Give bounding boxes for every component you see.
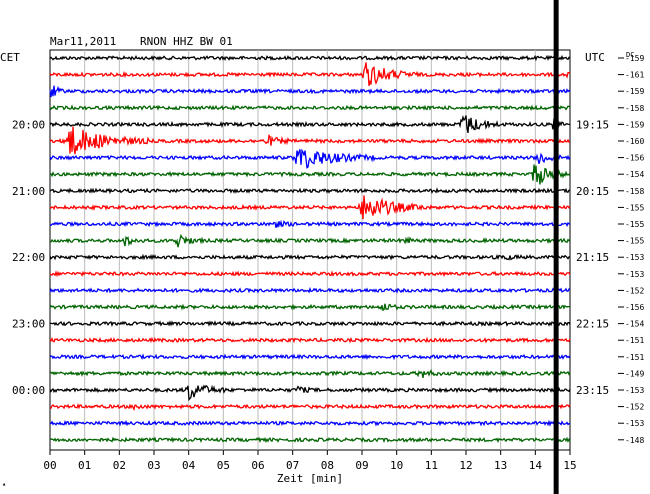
dc-value-label: -153 bbox=[625, 419, 644, 428]
time-labels: 20:00 21:00 22:00 23:00 00:00 19:15 20:15 21:15… bbox=[12, 118, 609, 397]
plot-frame bbox=[49, 49, 571, 451]
left-time-label: 21:00 bbox=[12, 185, 45, 198]
right-time-label: 19:15 bbox=[576, 118, 609, 131]
trace-line bbox=[49, 187, 571, 195]
trace-line bbox=[49, 233, 571, 248]
trace-line bbox=[49, 104, 571, 112]
date-label: Mar11,2011 bbox=[50, 35, 116, 48]
x-tick-label: 05 bbox=[217, 459, 230, 472]
x-axis-ticks: 00 01 02 03 04 05 06 07 08 09 10 11 12 13 14 15 bbox=[43, 450, 577, 472]
trace-line bbox=[49, 368, 571, 379]
x-tick-label: 10 bbox=[390, 459, 403, 472]
trace-line bbox=[49, 303, 571, 312]
dc-value-label: -155 bbox=[625, 203, 644, 212]
x-tick-label: 00 bbox=[43, 459, 56, 472]
x-tick-label: 08 bbox=[321, 459, 334, 472]
left-time-label: 23:00 bbox=[12, 318, 45, 331]
dc-value-label: -156 bbox=[625, 303, 644, 312]
right-time-label: 20:15 bbox=[576, 185, 609, 198]
dc-value-label: -152 bbox=[625, 286, 644, 295]
x-tick-label: 11 bbox=[425, 459, 438, 472]
trace-line bbox=[49, 54, 571, 62]
trace-line bbox=[49, 164, 571, 185]
x-tick-label: 06 bbox=[251, 459, 264, 472]
dc-value-label: -151 bbox=[625, 336, 644, 345]
dc-value-label: -153 bbox=[625, 270, 644, 279]
left-time-label: 22:00 bbox=[12, 251, 45, 264]
trace-line bbox=[49, 126, 571, 155]
trace-line bbox=[49, 336, 571, 344]
trace-line bbox=[49, 253, 570, 261]
dc-value-label: -156 bbox=[625, 154, 644, 163]
dc-value-label: -159 bbox=[625, 54, 644, 63]
x-tick-label: 03 bbox=[147, 459, 160, 472]
dc-label: DC bbox=[626, 51, 634, 59]
trace-line bbox=[49, 85, 571, 98]
trace-line bbox=[49, 436, 571, 444]
trace-line bbox=[49, 195, 571, 220]
dc-value-label: -153 bbox=[625, 253, 644, 262]
x-tick-label: 12 bbox=[459, 459, 472, 472]
trace-line bbox=[49, 148, 571, 169]
right-time-label: 23:15 bbox=[576, 384, 609, 397]
x-tick-label: 02 bbox=[113, 459, 126, 472]
dc-value-label: -161 bbox=[625, 71, 644, 80]
right-time-label: 21:15 bbox=[576, 251, 609, 264]
dc-value-label: -159 bbox=[625, 120, 644, 129]
dc-value-label: -154 bbox=[625, 170, 644, 179]
right-timezone-label: UTC bbox=[585, 51, 605, 64]
dc-value-label: -155 bbox=[625, 237, 644, 246]
x-tick-label: 09 bbox=[355, 459, 368, 472]
trace-line bbox=[49, 62, 571, 86]
dc-value-label: -151 bbox=[625, 353, 644, 362]
dc-value-label: -149 bbox=[625, 369, 644, 378]
left-timezone-label: CET bbox=[0, 51, 20, 64]
station-label: RNON HHZ BW 01 bbox=[140, 35, 233, 48]
x-tick-label: 14 bbox=[529, 459, 543, 472]
left-time-label: 00:00 bbox=[12, 384, 45, 397]
corner-mark: ▴ bbox=[2, 480, 6, 488]
dc-value-label: -160 bbox=[625, 137, 644, 146]
dc-value-label: -159 bbox=[625, 87, 644, 96]
x-tick-label: 13 bbox=[494, 459, 507, 472]
dc-value-label: -148 bbox=[625, 436, 644, 445]
trace-line bbox=[49, 419, 571, 427]
x-tick-label: 01 bbox=[78, 459, 91, 472]
trace-line bbox=[49, 286, 571, 294]
x-axis-label: Zeit [min] bbox=[277, 472, 343, 485]
dc-value-label: -154 bbox=[625, 320, 644, 329]
seismic-traces bbox=[49, 54, 571, 444]
dc-value-label: -155 bbox=[625, 220, 644, 229]
trace-line bbox=[49, 403, 571, 412]
dc-values: -159 -161 -159 -158 -159 -160 -156 -154 -158 -155… bbox=[618, 54, 644, 445]
x-tick-label: 07 bbox=[286, 459, 299, 472]
trace-line bbox=[50, 219, 571, 228]
left-time-label: 20:00 bbox=[12, 118, 45, 131]
trace-line bbox=[49, 320, 571, 327]
trace-line bbox=[49, 270, 571, 278]
dc-value-label: -158 bbox=[625, 187, 644, 196]
x-tick-label: 15 bbox=[563, 459, 576, 472]
trace-line bbox=[49, 384, 571, 401]
right-time-label: 22:15 bbox=[576, 318, 609, 331]
dc-value-label: -158 bbox=[625, 104, 644, 113]
dc-value-label: -153 bbox=[625, 386, 644, 395]
trace-line bbox=[49, 114, 571, 134]
trace-line bbox=[49, 353, 571, 361]
x-tick-label: 04 bbox=[182, 459, 196, 472]
dc-value-label: -152 bbox=[625, 403, 644, 412]
